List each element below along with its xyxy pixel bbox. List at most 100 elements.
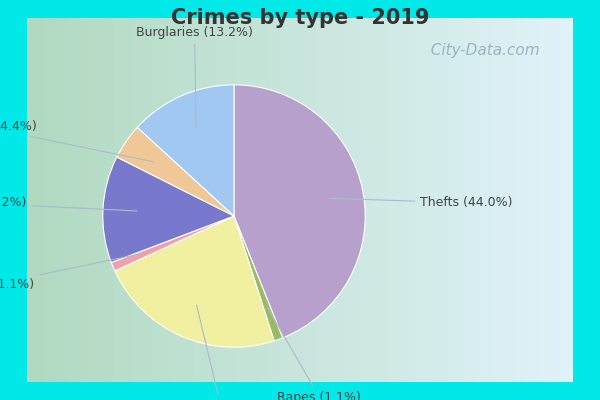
Bar [404,18,406,382]
Bar [371,18,374,382]
Bar [546,18,548,382]
Bar [527,18,529,382]
Bar [382,18,385,382]
Bar [406,18,409,382]
Bar [295,18,297,382]
Bar [73,18,76,382]
Bar [409,18,412,382]
Bar [60,18,62,382]
Bar [322,18,325,382]
Bar [333,18,335,382]
Bar [308,18,311,382]
Bar [65,18,68,382]
Bar [341,18,344,382]
Bar [363,18,365,382]
Text: City-Data.com: City-Data.com [421,42,539,58]
Bar [210,18,212,382]
Bar [155,18,158,382]
Bar [401,18,404,382]
Bar [254,18,256,382]
Bar [368,18,371,382]
Bar [450,18,453,382]
Bar [27,18,30,382]
Wedge shape [115,216,274,347]
Bar [559,18,562,382]
Bar [464,18,467,382]
Bar [515,18,518,382]
Bar [191,18,194,382]
Bar [251,18,254,382]
Bar [475,18,478,382]
Bar [374,18,376,382]
Bar [215,18,218,382]
Bar [177,18,180,382]
Bar [453,18,455,382]
Bar [390,18,393,382]
Bar [273,18,275,382]
Bar [532,18,535,382]
Bar [461,18,464,382]
Bar [355,18,358,382]
Bar [101,18,103,382]
Text: Rapes (1.1%): Rapes (1.1%) [268,307,361,400]
Bar [349,18,352,382]
Bar [529,18,532,382]
Bar [242,18,245,382]
Bar [172,18,175,382]
Bar [275,18,278,382]
Bar [513,18,515,382]
Bar [54,18,57,382]
Bar [180,18,182,382]
Bar [158,18,161,382]
Bar [196,18,199,382]
Bar [502,18,505,382]
Text: Thefts (44.0%): Thefts (44.0%) [329,196,513,209]
Bar [316,18,319,382]
Bar [423,18,425,382]
Bar [434,18,437,382]
Bar [62,18,65,382]
Bar [38,18,41,382]
Bar [205,18,207,382]
Bar [188,18,191,382]
Bar [415,18,418,382]
Bar [437,18,439,382]
Wedge shape [137,85,234,216]
Bar [538,18,540,382]
Bar [57,18,60,382]
Bar [488,18,491,382]
Bar [150,18,152,382]
Bar [125,18,128,382]
Bar [259,18,262,382]
Bar [521,18,524,382]
Bar [393,18,395,382]
Bar [455,18,458,382]
Bar [395,18,398,382]
Bar [115,18,117,382]
Bar [85,18,87,382]
Bar [240,18,242,382]
Bar [439,18,442,382]
Bar [161,18,163,382]
Bar [212,18,215,382]
Bar [330,18,333,382]
Bar [286,18,289,382]
Bar [494,18,497,382]
Bar [469,18,472,382]
Bar [335,18,338,382]
Bar [445,18,448,382]
Bar [510,18,513,382]
Wedge shape [117,127,234,216]
Bar [376,18,379,382]
Bar [122,18,125,382]
Bar [379,18,382,382]
Bar [245,18,248,382]
Bar [562,18,565,382]
Bar [472,18,475,382]
Bar [109,18,112,382]
Bar [262,18,265,382]
Bar [311,18,314,382]
Bar [267,18,270,382]
Bar [554,18,557,382]
Bar [420,18,423,382]
